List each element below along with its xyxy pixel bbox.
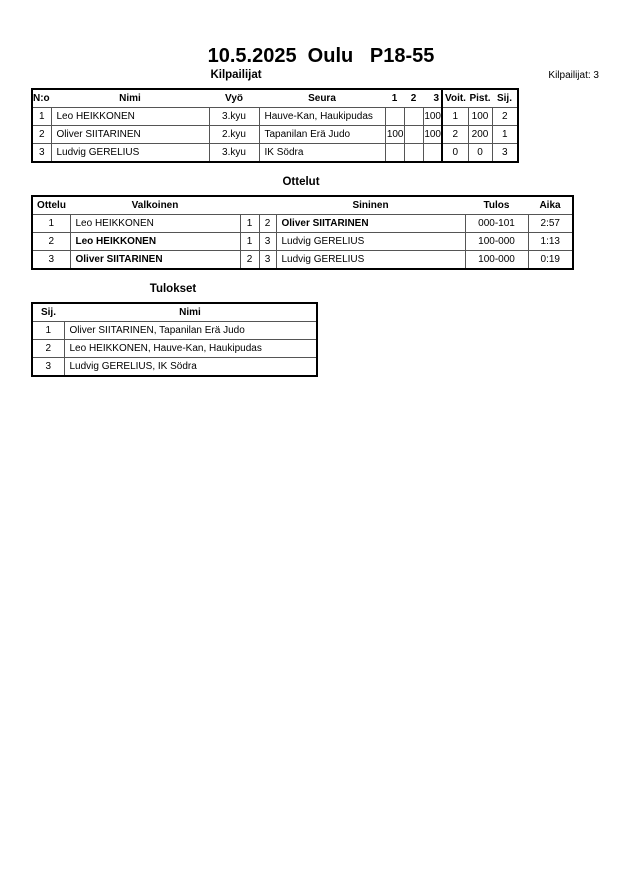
competitor-wins: 2 xyxy=(441,125,469,144)
white-name: Leo HEIKKONEN xyxy=(69,232,241,251)
round-1-score: 100 xyxy=(384,125,405,144)
white-name: Leo HEIKKONEN xyxy=(69,214,241,233)
col-points: Pist. xyxy=(468,88,492,108)
competitor-club: Hauve-Kan, Haukipudas xyxy=(258,107,386,126)
col-wins: Voit. xyxy=(441,88,468,108)
table-row: 3 Ludvig GERELIUS 3.kyu IK Södra 0 0 3 xyxy=(31,143,519,163)
result-place: 2 xyxy=(31,339,65,358)
round-2-score xyxy=(403,107,424,126)
col-belt: Vyö xyxy=(209,88,259,108)
white-no: 1 xyxy=(239,214,260,233)
blue-no: 3 xyxy=(258,232,277,251)
col-r2: 2 xyxy=(404,88,423,108)
competitor-belt: 2.kyu xyxy=(208,125,260,144)
blue-name: Ludvig GERELIUS xyxy=(275,250,466,270)
blue-name: Ludvig GERELIUS xyxy=(275,232,466,251)
table-row: 1 Leo HEIKKONEN 3.kyu Hauve-Kan, Haukipudas… xyxy=(31,107,519,126)
competitor-wins: 1 xyxy=(441,107,469,126)
competitor-club: Tapanilan Erä Judo xyxy=(258,125,386,144)
col-empty xyxy=(259,195,276,215)
col-time: Aika xyxy=(528,195,573,215)
blue-no: 2 xyxy=(258,214,277,233)
competitor-name: Ludvig GERELIUS xyxy=(50,143,210,163)
round-2-score xyxy=(403,125,424,144)
col-white: Valkoinen xyxy=(70,195,240,215)
table-row: 2 Leo HEIKKONEN, Hauve-Kan, Haukipudas xyxy=(31,339,318,358)
match-result: 100-000 xyxy=(464,232,529,251)
page-title: 10.5.2025 Oulu P18-55 xyxy=(207,45,435,67)
competitor-club: IK Södra xyxy=(258,143,386,163)
matches-table: Ottelu Valkoinen Sininen Tulos Aika 1 Leo… xyxy=(31,195,574,270)
match-result: 000-101 xyxy=(464,214,529,233)
round-3-score xyxy=(422,143,443,163)
col-place: Sij. xyxy=(492,88,518,108)
result-place: 1 xyxy=(31,321,65,340)
col-no: N:o xyxy=(32,88,51,108)
result-name: Ludvig GERELIUS, IK Södra xyxy=(63,357,318,377)
competitor-points: 200 xyxy=(467,125,493,144)
results-heading: Tulokset xyxy=(149,283,197,295)
table-row: 3 Oliver SIITARINEN 2 3 Ludvig GERELIUS 100-0… xyxy=(31,250,574,270)
col-empty xyxy=(240,195,259,215)
table-row: 2 Oliver SIITARINEN 2.kyu Tapanilan Erä Jud… xyxy=(31,125,519,144)
competitor-points: 0 xyxy=(467,143,493,163)
result-place: 3 xyxy=(31,357,65,377)
competitor-belt: 3.kyu xyxy=(208,143,260,163)
competitor-place: 2 xyxy=(491,107,519,126)
match-time: 2:57 xyxy=(527,214,574,233)
competitors-heading: Kilpailijat xyxy=(210,69,262,81)
white-no: 1 xyxy=(239,232,260,251)
match-result: 100-000 xyxy=(464,250,529,270)
round-3-score: 100 xyxy=(422,125,443,144)
match-no: 3 xyxy=(31,250,71,270)
competitor-no: 2 xyxy=(31,125,52,144)
col-name: Nimi xyxy=(51,88,209,108)
competitor-count: Kilpailijat: 3 xyxy=(548,70,599,81)
competitors-table: N:o Nimi Vyö Seura 1 2 3 Voit. Pist. Sij… xyxy=(31,88,519,163)
competitor-place: 3 xyxy=(491,143,519,163)
competitor-no: 1 xyxy=(31,107,52,126)
matches-heading: Ottelut xyxy=(282,176,320,188)
result-name: Oliver SIITARINEN, Tapanilan Erä Judo xyxy=(63,321,318,340)
white-name: Oliver SIITARINEN xyxy=(69,250,241,270)
col-place: Sij. xyxy=(32,302,64,322)
header-row: N:o Nimi Vyö Seura 1 2 3 Voit. Pist. Sij… xyxy=(32,88,518,108)
competitor-wins: 0 xyxy=(441,143,469,163)
results-table: Sij. Nimi 1 Oliver SIITARINEN, Tapanilan … xyxy=(31,302,318,377)
competitor-name: Leo HEIKKONEN xyxy=(50,107,210,126)
round-1-score xyxy=(384,143,405,163)
blue-no: 3 xyxy=(258,250,277,270)
competitor-points: 100 xyxy=(467,107,493,126)
col-blue: Sininen xyxy=(276,195,465,215)
header-row: Ottelu Valkoinen Sininen Tulos Aika xyxy=(32,195,573,215)
result-name: Leo HEIKKONEN, Hauve-Kan, Haukipudas xyxy=(63,339,318,358)
table-row: 3 Ludvig GERELIUS, IK Södra xyxy=(31,357,318,377)
col-result: Tulos xyxy=(465,195,528,215)
competitor-name: Oliver SIITARINEN xyxy=(50,125,210,144)
match-time: 1:13 xyxy=(527,232,574,251)
header-row: Sij. Nimi xyxy=(32,302,317,322)
match-time: 0:19 xyxy=(527,250,574,270)
col-club: Seura xyxy=(259,88,385,108)
white-no: 2 xyxy=(239,250,260,270)
round-1-score xyxy=(384,107,405,126)
match-no: 2 xyxy=(31,232,71,251)
table-row: 2 Leo HEIKKONEN 1 3 Ludvig GERELIUS 100-000 1:… xyxy=(31,232,574,251)
table-row: 1 Oliver SIITARINEN, Tapanilan Erä Judo xyxy=(31,321,318,340)
round-3-score: 100 xyxy=(422,107,443,126)
col-name: Nimi xyxy=(64,302,317,322)
col-r1: 1 xyxy=(385,88,404,108)
competitor-place: 1 xyxy=(491,125,519,144)
col-r3: 3 xyxy=(423,88,442,108)
competitor-belt: 3.kyu xyxy=(208,107,260,126)
match-no: 1 xyxy=(31,214,71,233)
blue-name: Oliver SIITARINEN xyxy=(275,214,466,233)
round-2-score xyxy=(403,143,424,163)
col-match: Ottelu xyxy=(32,195,70,215)
competitor-no: 3 xyxy=(31,143,52,163)
table-row: 1 Leo HEIKKONEN 1 2 Oliver SIITARINEN 000-101… xyxy=(31,214,574,233)
